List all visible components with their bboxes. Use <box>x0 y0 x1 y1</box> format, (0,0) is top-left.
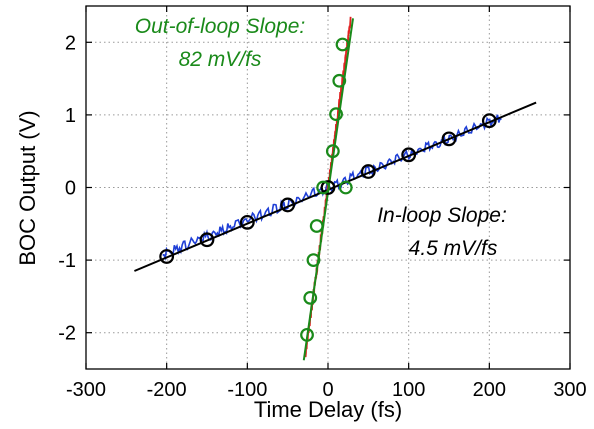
x-tick-label: -100 <box>227 379 267 401</box>
out-of-loop-marker <box>300 327 314 342</box>
in-loop-marker <box>280 197 296 213</box>
out-of-loop-marker <box>316 180 331 195</box>
series-layer <box>134 16 537 361</box>
x-tick-label: 100 <box>392 379 425 401</box>
in-loop-marker <box>401 147 417 163</box>
y-tick-label: 2 <box>65 32 76 54</box>
x-tick-label: 200 <box>473 379 506 401</box>
out-of-loop-slope-title: Out-of-loop Slope: <box>135 15 305 38</box>
y-axis-title: BOC Output (V) <box>15 110 40 265</box>
out-of-loop-marker <box>335 37 350 52</box>
x-tick-label: -300 <box>66 379 106 401</box>
out-of-loop-marker <box>306 253 321 268</box>
y-tick-label: -2 <box>58 323 76 345</box>
out-of-loop-marker <box>338 180 353 195</box>
in-loop-marker <box>481 113 497 129</box>
in-loop-slope-title: In-loop Slope: <box>377 204 507 227</box>
in-loop-slope-value: 4.5 mV/fs <box>409 237 498 260</box>
in-loop-marker <box>320 180 336 195</box>
out-of-loop-marker <box>309 219 324 233</box>
x-tick-label: 300 <box>553 379 586 401</box>
out-of-loop-marker <box>325 144 340 159</box>
y-tick-label: 1 <box>65 105 76 127</box>
y-tick-label: -1 <box>58 250 76 272</box>
in-loop-marker <box>239 214 255 230</box>
x-tick-label: 0 <box>322 379 333 401</box>
out-of-loop-marker <box>332 73 347 88</box>
in-loop-marker <box>159 249 175 264</box>
out-of-loop-marker <box>303 290 318 305</box>
y-tick-label: 0 <box>65 178 76 200</box>
x-tick-label: -200 <box>147 379 187 401</box>
axes: -300 -200 -100 0 100 200 300 -2 -1 0 1 2 <box>58 5 587 401</box>
in-loop-marker <box>199 232 215 248</box>
out-of-loop-marker <box>329 107 343 122</box>
out-of-loop-slope-value: 82 mV/fs <box>179 48 262 71</box>
in-loop-marker <box>360 164 376 179</box>
in-loop-marker <box>441 131 457 147</box>
x-axis-title: Time Delay (fs) <box>254 397 402 422</box>
